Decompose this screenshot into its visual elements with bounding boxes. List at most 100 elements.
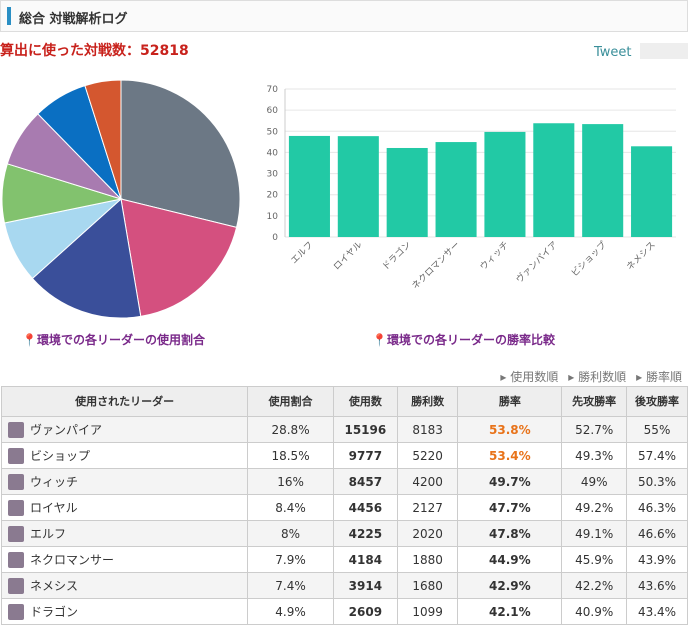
cell: 1680 bbox=[396, 572, 459, 599]
cell: 4.9% bbox=[247, 598, 334, 625]
leader-table: 使用されたリーダー 使用割合 使用数 勝利数 勝率 先攻勝率 後攻勝率 ヴァンパイア 28.8%… bbox=[0, 386, 688, 625]
bar bbox=[288, 135, 330, 237]
cell: 16% bbox=[247, 468, 334, 495]
cell: 9777 bbox=[332, 442, 398, 469]
cell: 43.9% bbox=[626, 546, 688, 573]
cell: 43.6% bbox=[626, 572, 688, 599]
cell: 49.1% bbox=[561, 520, 628, 547]
leader-icon bbox=[8, 604, 24, 621]
leader-icon bbox=[8, 448, 24, 465]
y-tick-label: 70 bbox=[267, 85, 279, 95]
cell: 45.9% bbox=[561, 546, 628, 573]
leader-name: ビショップ bbox=[30, 448, 91, 463]
leader-icon bbox=[8, 578, 24, 595]
cell: 2609 bbox=[332, 598, 398, 625]
header: 総合 対戦解析ログ bbox=[0, 0, 688, 32]
column-header[interactable]: 勝利数 bbox=[396, 386, 459, 417]
bar bbox=[386, 147, 428, 237]
column-header[interactable]: 勝率 bbox=[457, 386, 563, 417]
bar bbox=[631, 146, 673, 237]
leader-name: ドラゴン bbox=[30, 604, 79, 619]
cell: 57.4% bbox=[626, 442, 688, 469]
leader-name: ロイヤル bbox=[30, 500, 78, 515]
leader-name: ウィッチ bbox=[30, 474, 79, 489]
cell: 53.8% bbox=[457, 416, 563, 443]
cell: 43.4% bbox=[626, 598, 688, 625]
pie-slice bbox=[120, 79, 241, 228]
y-tick-label: 60 bbox=[267, 106, 279, 116]
cell: 18.5% bbox=[247, 442, 334, 469]
bar bbox=[582, 124, 624, 237]
cell: 4200 bbox=[396, 468, 459, 495]
leader-icon bbox=[8, 552, 24, 569]
cell: ビショップ bbox=[0, 442, 249, 469]
leader-icon bbox=[8, 500, 24, 517]
leader-icon bbox=[8, 474, 24, 491]
sort-link[interactable]: ▸ 勝率順 bbox=[636, 370, 682, 384]
cell: 49.2% bbox=[561, 494, 628, 521]
cell: ネクロマンサー bbox=[0, 546, 249, 573]
cell: 4184 bbox=[332, 546, 398, 573]
cell: 46.3% bbox=[626, 494, 688, 521]
cell: ヴァンパイア bbox=[0, 416, 249, 443]
caption-text: 環境での各リーダーの勝率比較 bbox=[386, 333, 555, 347]
sort-link[interactable]: ▸ 使用数順 bbox=[500, 370, 559, 384]
caption-text: 環境での各リーダーの使用割合 bbox=[36, 333, 205, 347]
leader-name: エルフ bbox=[30, 526, 67, 541]
cell: 4225 bbox=[332, 520, 398, 547]
bar-caption: 📍環境での各リーダーの勝率比較 bbox=[372, 333, 555, 347]
leader-name: ヴァンパイア bbox=[30, 422, 103, 437]
y-tick-label: 40 bbox=[267, 148, 279, 158]
tweet-button[interactable]: Tweet bbox=[594, 45, 632, 60]
pie-slice bbox=[120, 198, 238, 317]
cell: 49% bbox=[561, 468, 628, 495]
cell: 42.9% bbox=[457, 572, 563, 599]
cell: 40.9% bbox=[561, 598, 628, 625]
cell: 55% bbox=[626, 416, 688, 443]
cell: 46.6% bbox=[626, 520, 688, 547]
pie-slice bbox=[31, 198, 142, 319]
cell: 8.4% bbox=[247, 494, 334, 521]
cell: 4456 bbox=[332, 494, 398, 521]
cell: 15196 bbox=[332, 416, 398, 443]
y-tick-label: 50 bbox=[267, 127, 279, 137]
cell: 5220 bbox=[396, 442, 459, 469]
sort-text[interactable]: 勝利数順 bbox=[578, 370, 627, 384]
share-button[interactable] bbox=[640, 43, 688, 59]
cell: エルフ bbox=[0, 520, 249, 547]
column-header[interactable]: 後攻勝率 bbox=[626, 386, 688, 417]
bar bbox=[337, 136, 379, 237]
y-tick-label: 20 bbox=[267, 191, 279, 201]
cell: 53.4% bbox=[457, 442, 563, 469]
bar bbox=[435, 142, 477, 237]
cell: 2127 bbox=[396, 494, 459, 521]
x-tick-label: ネメシス bbox=[624, 239, 657, 272]
cell: 42.1% bbox=[457, 598, 563, 625]
cell: 1880 bbox=[396, 546, 459, 573]
y-tick-label: 10 bbox=[267, 212, 279, 222]
column-header[interactable]: 先攻勝率 bbox=[561, 386, 628, 417]
bar bbox=[533, 123, 575, 237]
leader-icon bbox=[8, 422, 24, 439]
cell: 49.7% bbox=[457, 468, 563, 495]
x-tick-label: エルフ bbox=[289, 240, 315, 266]
cell: 3914 bbox=[332, 572, 398, 599]
sort-links: ▸ 使用数順 ▸ 勝利数順 ▸ 勝率順 bbox=[490, 368, 682, 385]
x-tick-label: ビショップ bbox=[569, 239, 609, 279]
x-tick-label: ロイヤル bbox=[332, 240, 364, 272]
y-tick-label: 30 bbox=[267, 170, 279, 180]
leader-icon bbox=[8, 526, 24, 543]
column-header: 使用されたリーダー bbox=[0, 386, 249, 417]
cell: 49.3% bbox=[561, 442, 628, 469]
cell: 47.7% bbox=[457, 494, 563, 521]
cell: 50.3% bbox=[626, 468, 688, 495]
cell: 8183 bbox=[396, 416, 459, 443]
sort-text[interactable]: 使用数順 bbox=[510, 370, 559, 384]
sort-text[interactable]: 勝率順 bbox=[645, 370, 682, 384]
column-header[interactable]: 使用数 bbox=[332, 386, 398, 417]
cell: ドラゴン bbox=[0, 598, 249, 625]
column-header[interactable]: 使用割合 bbox=[247, 386, 334, 417]
cell: 1099 bbox=[396, 598, 459, 625]
sort-link[interactable]: ▸ 勝利数順 bbox=[568, 370, 627, 384]
